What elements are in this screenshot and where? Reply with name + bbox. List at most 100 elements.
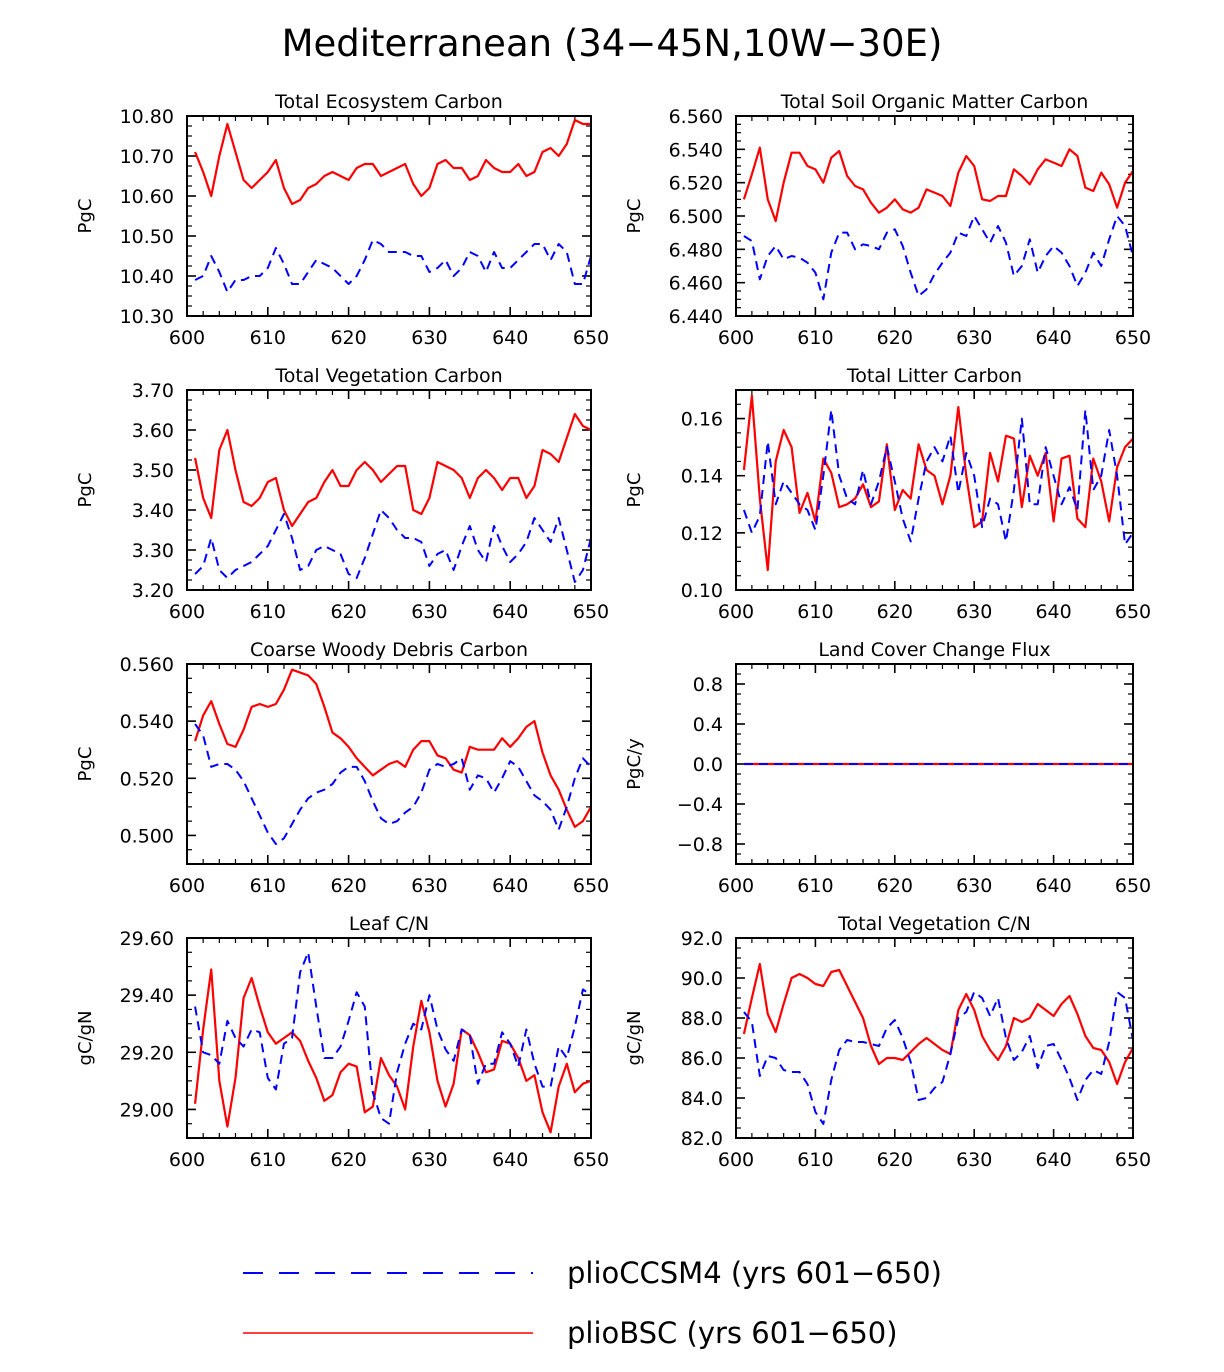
y-tick-label: 10.60: [120, 186, 174, 208]
x-tick-label: 620: [877, 875, 913, 897]
x-tick-label: 610: [250, 1149, 286, 1171]
y-tick-label: 3.60: [132, 420, 174, 442]
series-line-plioccsm4: [194, 239, 591, 293]
x-tick-label: 600: [718, 875, 754, 897]
y-tick-label: 3.30: [132, 540, 174, 562]
y-tick-label: 0.8: [693, 674, 723, 696]
x-tick-label: 640: [492, 327, 528, 349]
x-tick-label: 650: [573, 601, 609, 623]
chart-panel-5: Land Cover Change Flux PgC/y 600 610 620 630 6…: [624, 639, 1151, 897]
legend-label-pliobsc: plioBSC (yrs 601−650): [567, 1316, 898, 1350]
x-tick-label: 630: [411, 601, 447, 623]
y-tick-label: 6.500: [669, 206, 723, 228]
x-tick-label: 640: [1035, 1149, 1071, 1171]
series-line-pliobsc: [742, 146, 1133, 223]
x-tick-label: 600: [718, 601, 754, 623]
y-tick-label: 0.500: [120, 825, 174, 847]
chart-title: Land Cover Change Flux: [818, 639, 1050, 661]
chart-panel-7: Total Vegetation C/N gC/gN 600 610 620 630 640…: [624, 913, 1151, 1171]
x-tick-label: 600: [718, 327, 754, 349]
y-tick-label: 0.16: [681, 409, 723, 431]
chart-title: Coarse Woody Debris Carbon: [250, 639, 528, 661]
y-tick-label: 6.540: [669, 139, 723, 161]
x-tick-label: 640: [1035, 875, 1071, 897]
y-axis-label: gC/gN: [75, 1011, 96, 1066]
plot-frame: [186, 115, 592, 317]
y-axis-label: gC/gN: [624, 1011, 645, 1066]
y-tick-label: 0.520: [120, 768, 174, 790]
y-tick-label: 10.50: [120, 226, 174, 248]
x-tick-label: 640: [492, 1149, 528, 1171]
x-tick-label: 600: [169, 875, 205, 897]
y-tick-label: 3.40: [132, 500, 174, 522]
x-tick-label: 650: [1115, 601, 1151, 623]
x-tick-label: 610: [250, 601, 286, 623]
x-tick-label: 610: [797, 601, 833, 623]
chart-title: Total Litter Carbon: [846, 365, 1022, 387]
series-line-plioccsm4: [194, 723, 591, 845]
y-tick-label: 6.560: [669, 106, 723, 128]
x-tick-label: 620: [877, 327, 913, 349]
plot-frame: [186, 663, 592, 865]
x-tick-label: 630: [411, 875, 447, 897]
x-tick-label: 650: [573, 327, 609, 349]
y-tick-label: 90.0: [681, 968, 723, 990]
panels: Total Ecosystem Carbon PgC 600 610 620 630 640…: [75, 91, 1151, 1171]
chart-title: Total Vegetation Carbon: [274, 365, 502, 387]
y-tick-label: 84.0: [681, 1088, 723, 1110]
y-tick-label: 0.14: [681, 466, 723, 488]
series-line-pliobsc: [194, 118, 591, 206]
legend: plioCCSM4 (yrs 601−650) plioBSC (yrs 601…: [243, 1256, 942, 1350]
chart-title: Total Soil Organic Matter Carbon: [780, 91, 1089, 113]
y-tick-label: 82.0: [681, 1128, 723, 1150]
y-tick-label: 29.40: [120, 985, 174, 1007]
chart-panel-0: Total Ecosystem Carbon PgC 600 610 620 630 640…: [75, 91, 609, 349]
y-axis-label: PgC: [75, 199, 96, 234]
y-tick-label: 10.30: [120, 306, 174, 328]
y-tick-label: 6.480: [669, 239, 723, 261]
series-line-pliobsc: [742, 394, 1133, 572]
x-tick-label: 630: [411, 1149, 447, 1171]
x-tick-label: 640: [1035, 601, 1071, 623]
y-axis-label: PgC: [75, 473, 96, 508]
x-tick-label: 650: [1115, 327, 1151, 349]
y-tick-label: 0.12: [681, 523, 723, 545]
chart-panel-3: Total Litter Carbon PgC 600 610 620 630 640 650…: [624, 365, 1151, 623]
series-line-plioccsm4: [743, 215, 1133, 301]
y-tick-label: 0.4: [693, 714, 723, 736]
y-tick-label: 10.70: [120, 146, 174, 168]
series-line-pliobsc: [194, 412, 591, 528]
x-tick-label: 630: [956, 875, 992, 897]
y-tick-label: −0.8: [677, 834, 723, 856]
y-tick-label: 3.20: [132, 580, 174, 602]
y-axis-label: PgC: [624, 199, 645, 234]
y-axis-label: PgC: [624, 473, 645, 508]
x-tick-label: 610: [797, 1149, 833, 1171]
y-tick-label: 6.520: [669, 173, 723, 195]
y-tick-label: 6.440: [669, 306, 723, 328]
x-tick-label: 620: [877, 1149, 913, 1171]
y-tick-label: 29.20: [120, 1042, 174, 1064]
chart-title: Leaf C/N: [349, 913, 429, 935]
series-line-pliobsc: [742, 962, 1133, 1086]
chart-title: Total Ecosystem Carbon: [274, 91, 503, 113]
x-tick-label: 650: [573, 1149, 609, 1171]
x-tick-label: 630: [956, 327, 992, 349]
x-tick-label: 600: [169, 1149, 205, 1171]
series-line-pliobsc: [194, 668, 591, 828]
figure-title: Mediterranean (34−45N,10W−30E): [282, 22, 943, 65]
y-tick-label: 3.50: [132, 460, 174, 482]
y-tick-label: 0.0: [693, 754, 723, 776]
y-tick-label: 0.560: [120, 654, 174, 676]
y-tick-label: 3.70: [132, 380, 174, 402]
x-tick-label: 640: [1035, 327, 1071, 349]
series-line-pliobsc: [193, 968, 591, 1134]
plot-frame: [735, 389, 1134, 591]
x-tick-label: 620: [330, 601, 366, 623]
chart-panel-6: Leaf C/N gC/gN 600 610 620 630 640 650 29.00 29.2…: [75, 913, 609, 1171]
x-tick-label: 610: [250, 327, 286, 349]
x-tick-label: 630: [956, 601, 992, 623]
y-tick-label: 86.0: [681, 1048, 723, 1070]
y-tick-label: 10.80: [120, 106, 174, 128]
